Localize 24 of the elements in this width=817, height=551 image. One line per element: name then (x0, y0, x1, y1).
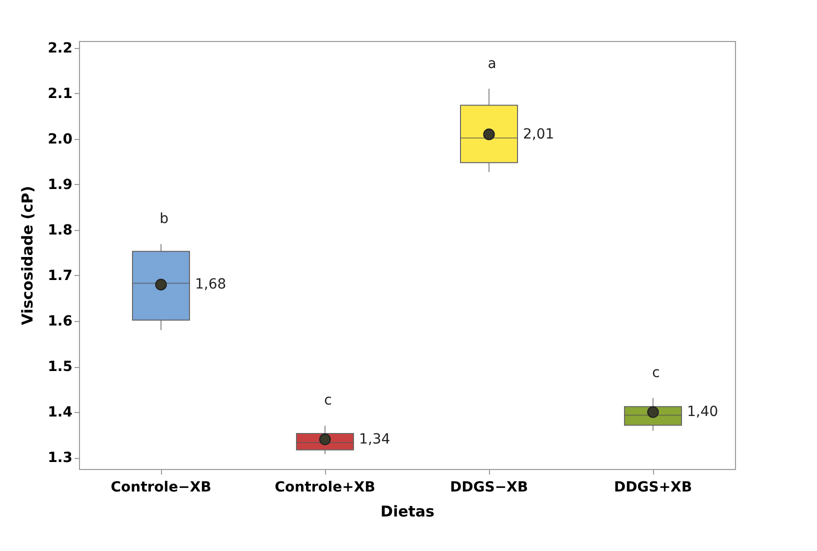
x-tick-label: DDGS−XB (450, 480, 528, 496)
y-tick-label: 2.1 (48, 86, 72, 102)
x-tick-label: DDGS+XB (614, 480, 692, 496)
x-tick-label: Controle−XB (110, 480, 212, 496)
y-tick-label: 2.2 (48, 40, 72, 56)
annotation: c (652, 364, 660, 381)
y-tick-label: 1.7 (48, 268, 72, 284)
y-tick-label: 1.3 (48, 450, 72, 466)
y-tick-label: 1.8 (48, 222, 72, 238)
annotation: 1,68 (195, 276, 226, 293)
y-tick-label: 1.5 (48, 359, 72, 376)
annotation: b (160, 211, 169, 228)
y-tick-label: 1.6 (48, 314, 72, 330)
y-tick-label: 2.0 (48, 131, 73, 148)
y-tick-label: 1.9 (48, 176, 72, 193)
x-axis-title: Dietas (380, 502, 435, 520)
annotation: c (324, 392, 332, 409)
y-axis-title: Viscosidade (cP) (18, 186, 37, 326)
annotation: 1,40 (687, 404, 718, 420)
y-tick-label: 1.4 (48, 404, 73, 421)
annotation: 1,34 (359, 431, 390, 448)
annotation: a (488, 56, 496, 72)
x-tick-label: Controle+XB (274, 480, 376, 496)
annotation: 2,01 (523, 126, 554, 142)
